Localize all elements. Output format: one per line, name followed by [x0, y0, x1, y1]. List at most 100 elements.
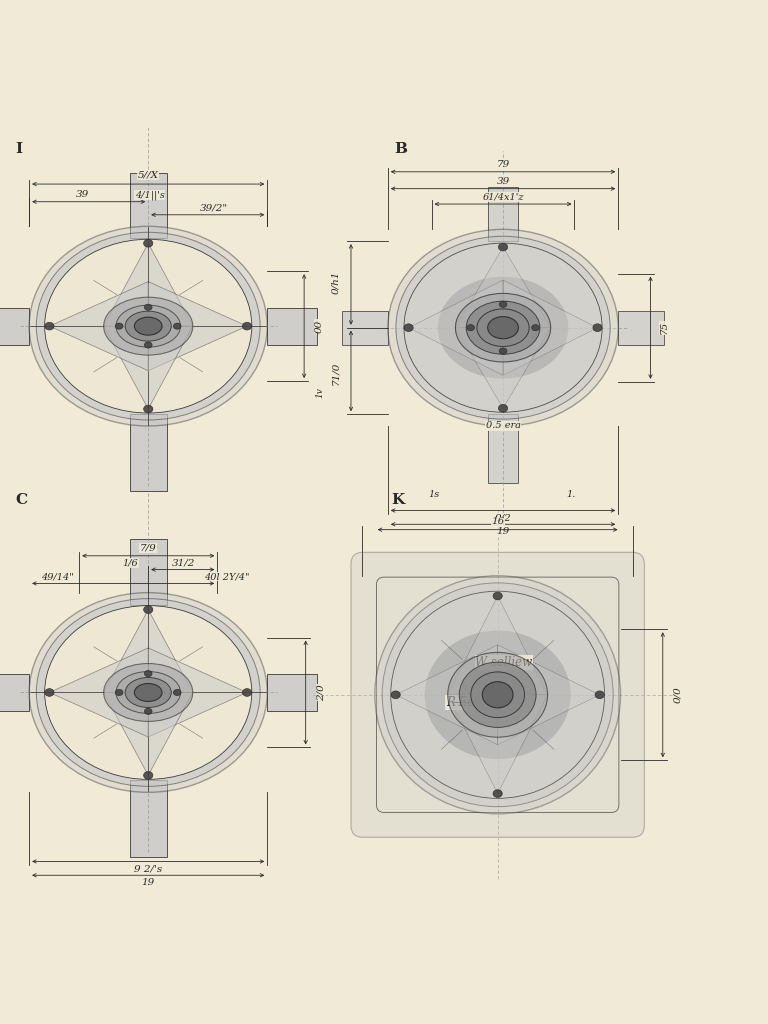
Ellipse shape: [388, 229, 618, 426]
Ellipse shape: [396, 237, 610, 419]
Text: 19: 19: [141, 879, 155, 888]
Ellipse shape: [482, 682, 513, 708]
Text: 4/1||'s: 4/1||'s: [135, 190, 164, 200]
Text: C: C: [15, 494, 28, 507]
Ellipse shape: [448, 652, 548, 737]
Text: 9 2/'s: 9 2/'s: [134, 864, 162, 873]
Bar: [488, 187, 518, 242]
Text: 71/0: 71/0: [331, 361, 340, 385]
Ellipse shape: [493, 592, 502, 600]
Ellipse shape: [125, 311, 171, 341]
Text: 39: 39: [496, 177, 510, 186]
Ellipse shape: [498, 244, 508, 251]
Ellipse shape: [104, 297, 193, 355]
Ellipse shape: [36, 599, 260, 786]
Bar: [130, 780, 167, 857]
Text: W selliew: W selliew: [475, 656, 532, 669]
Text: 00: 00: [315, 319, 324, 333]
Text: 79: 79: [496, 160, 510, 169]
Bar: [488, 414, 518, 483]
Polygon shape: [104, 609, 193, 692]
Bar: [267, 674, 317, 711]
Ellipse shape: [144, 304, 152, 310]
Bar: [130, 414, 167, 490]
Polygon shape: [455, 328, 551, 409]
Text: K: K: [392, 494, 405, 507]
Ellipse shape: [115, 324, 123, 330]
Ellipse shape: [104, 664, 193, 722]
Polygon shape: [455, 247, 551, 328]
Bar: [130, 173, 167, 239]
Ellipse shape: [144, 606, 153, 613]
Ellipse shape: [466, 301, 540, 354]
Ellipse shape: [45, 240, 252, 413]
Ellipse shape: [45, 605, 252, 779]
Ellipse shape: [144, 709, 152, 715]
Text: 49/14": 49/14": [41, 572, 74, 581]
Bar: [0, 307, 29, 344]
Text: 0/h1: 0/h1: [331, 270, 340, 294]
Text: 2/0: 2/0: [316, 684, 326, 700]
Ellipse shape: [134, 317, 162, 335]
Ellipse shape: [29, 226, 267, 426]
Ellipse shape: [174, 324, 181, 330]
Polygon shape: [448, 694, 548, 794]
Polygon shape: [49, 282, 148, 371]
Ellipse shape: [45, 323, 54, 330]
Ellipse shape: [438, 276, 568, 379]
Ellipse shape: [459, 663, 536, 727]
Polygon shape: [104, 326, 193, 409]
Ellipse shape: [467, 325, 475, 331]
Text: 39: 39: [76, 190, 89, 200]
Polygon shape: [503, 280, 598, 376]
Ellipse shape: [499, 301, 507, 307]
Ellipse shape: [455, 294, 551, 361]
Polygon shape: [148, 282, 247, 371]
Bar: [618, 311, 664, 344]
Text: 40l 2Y/4": 40l 2Y/4": [204, 572, 250, 581]
Ellipse shape: [144, 771, 153, 779]
Text: 1.: 1.: [567, 490, 576, 500]
Ellipse shape: [125, 678, 171, 708]
Text: 19: 19: [496, 527, 510, 537]
Ellipse shape: [531, 325, 539, 331]
Text: R Ecru: R Ecru: [446, 696, 487, 709]
Text: B: B: [394, 141, 407, 156]
Ellipse shape: [36, 232, 260, 420]
Text: 31/2: 31/2: [172, 558, 196, 567]
Ellipse shape: [593, 324, 602, 332]
Text: 0.5 era: 0.5 era: [485, 421, 521, 430]
Text: 1v: 1v: [315, 387, 324, 398]
Text: 61/4x1'z: 61/4x1'z: [482, 193, 524, 202]
Text: 39/2": 39/2": [200, 204, 228, 212]
Ellipse shape: [134, 683, 162, 701]
Text: 1s: 1s: [429, 490, 439, 500]
Polygon shape: [104, 244, 193, 326]
Ellipse shape: [595, 691, 604, 698]
Text: 0/0: 0/0: [674, 686, 683, 703]
Ellipse shape: [488, 316, 518, 339]
Ellipse shape: [144, 240, 153, 247]
Ellipse shape: [391, 691, 400, 698]
Polygon shape: [448, 596, 548, 694]
Ellipse shape: [382, 583, 613, 807]
Ellipse shape: [144, 671, 152, 677]
Text: 5//X: 5//X: [137, 170, 159, 179]
Polygon shape: [498, 645, 600, 744]
Ellipse shape: [116, 672, 180, 714]
Ellipse shape: [29, 593, 267, 793]
Ellipse shape: [144, 342, 152, 348]
Ellipse shape: [144, 406, 153, 413]
Bar: [130, 540, 167, 604]
Ellipse shape: [477, 309, 529, 346]
Ellipse shape: [243, 689, 252, 696]
Ellipse shape: [116, 305, 180, 347]
Text: 75: 75: [660, 322, 669, 334]
Ellipse shape: [115, 689, 123, 695]
Ellipse shape: [425, 631, 571, 759]
Ellipse shape: [243, 323, 252, 330]
Bar: [267, 307, 317, 344]
Text: 7/9: 7/9: [140, 544, 157, 553]
Ellipse shape: [498, 404, 508, 412]
Bar: [0, 674, 29, 711]
